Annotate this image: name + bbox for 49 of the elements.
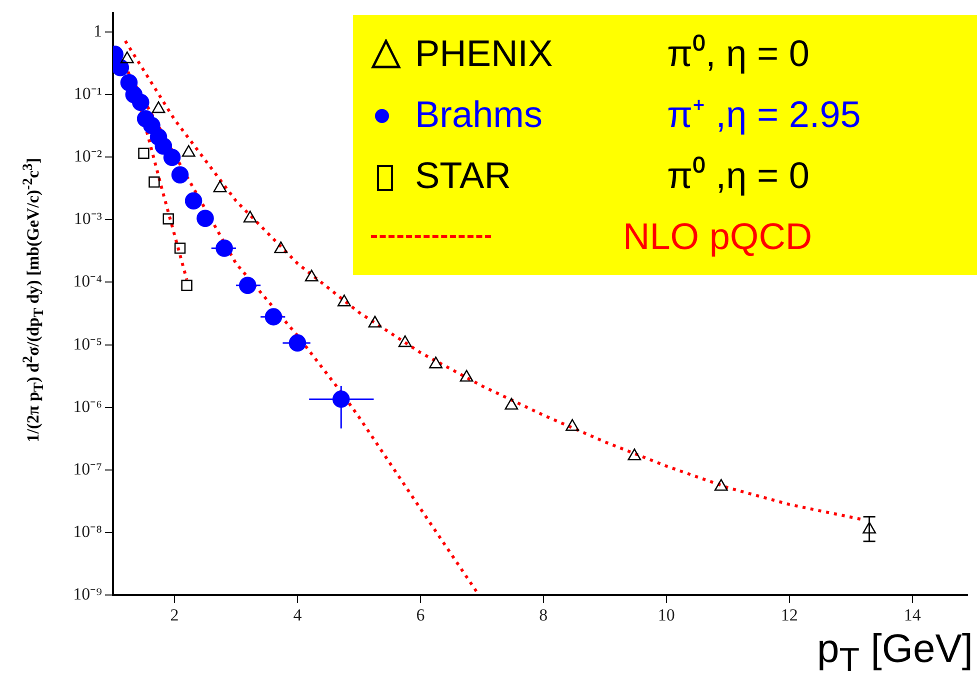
x-tick-label: 6: [416, 606, 425, 625]
point: [184, 192, 202, 210]
point: [274, 241, 288, 254]
point: [171, 166, 189, 184]
point: [196, 210, 214, 228]
point: [714, 478, 728, 491]
legend-label: PHENIX π⁰, η = 0: [415, 32, 810, 76]
point: [862, 522, 876, 534]
point: [504, 398, 518, 410]
y-tick-label: 10⁻⁶: [73, 396, 102, 416]
point: [368, 316, 382, 328]
x-tick-label: 10: [658, 606, 675, 625]
point: [216, 240, 233, 257]
point: [132, 94, 150, 112]
point: [566, 419, 580, 431]
point: [213, 180, 227, 192]
point: [163, 148, 181, 166]
y-tick-label: 10⁻⁸: [73, 522, 102, 541]
x-tick-label: 8: [539, 606, 548, 625]
point: [337, 294, 351, 306]
legend-label: STAR π⁰ ,η = 0: [415, 154, 810, 198]
point: [174, 242, 186, 254]
point: [154, 137, 172, 155]
point: [113, 58, 130, 76]
point: [460, 370, 474, 382]
point: [243, 210, 257, 223]
y-tick-label: 10⁻⁵: [73, 334, 102, 354]
x-axis-title: p$_{T}$ [GeV]: [817, 627, 973, 680]
point: [148, 176, 160, 188]
y-tick-label: 10⁻²: [74, 146, 102, 166]
y-tick-label: 1: [94, 22, 102, 40]
point: [429, 356, 443, 368]
point: [304, 270, 318, 282]
legend-label: Brahms π⁺ ,η = 2.95: [415, 93, 861, 137]
point: [162, 213, 174, 224]
y-tick-label: 10⁻⁷: [73, 459, 102, 478]
point: [628, 448, 642, 460]
point: [181, 280, 192, 292]
x-tick-label: 12: [780, 606, 798, 625]
point: [398, 335, 412, 348]
x-tick-label: 14: [904, 606, 922, 625]
y-tick-label: 10⁻¹: [74, 84, 102, 104]
y-tick-label: 10⁻⁴: [73, 272, 102, 291]
y-tick-label: 10⁻³: [74, 209, 102, 228]
x-tick-label: 2: [170, 606, 179, 625]
text: NLO pQCD: [623, 215, 812, 259]
x-tick-label: 4: [293, 606, 302, 625]
point: [138, 148, 150, 159]
y-tick-label: 10⁻⁹: [73, 584, 102, 604]
